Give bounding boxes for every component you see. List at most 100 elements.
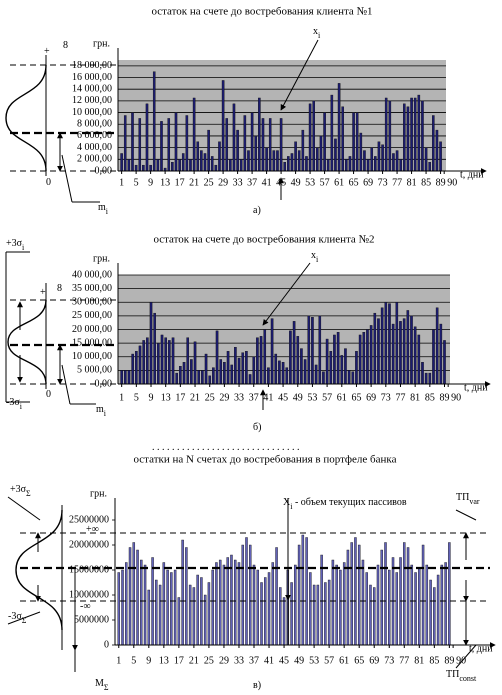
bar — [406, 310, 410, 385]
bar — [152, 71, 156, 172]
bar — [377, 141, 381, 172]
bar — [369, 325, 373, 385]
bar — [258, 97, 261, 172]
bar — [312, 584, 316, 646]
annotation: -∞ — [80, 601, 90, 612]
bar — [278, 360, 281, 385]
bar — [354, 537, 357, 646]
bar — [350, 542, 353, 646]
bar — [395, 150, 399, 172]
bar — [221, 80, 225, 172]
y-axis-label: грн. — [93, 38, 110, 49]
bar — [145, 103, 149, 172]
bar — [237, 562, 241, 646]
x-tick-label: 73 — [381, 392, 391, 403]
x-tick-label: 69 — [363, 177, 373, 188]
bar — [308, 103, 312, 172]
bar — [196, 141, 200, 172]
bar — [275, 547, 278, 646]
x-tick-label: 85 — [421, 177, 431, 188]
x-tick-label: 41 — [262, 177, 272, 188]
x-tick-label: 5 — [134, 392, 139, 403]
bar — [316, 584, 320, 646]
bar — [314, 364, 318, 385]
x-tick-label: 45 — [279, 655, 289, 666]
bar — [241, 352, 245, 385]
bar — [287, 156, 290, 172]
bar — [436, 574, 440, 646]
bar — [324, 582, 327, 646]
bar — [339, 569, 342, 646]
bar — [196, 574, 199, 646]
bar — [127, 370, 131, 385]
bar — [207, 129, 210, 172]
bar — [365, 572, 368, 646]
annotation-text: +∞ — [86, 524, 99, 535]
annotation-text: 8 — [57, 283, 62, 294]
bar — [131, 353, 134, 385]
x-tick-label: 53 — [305, 177, 315, 188]
annotation-subscript: Σ — [104, 683, 109, 692]
bar — [117, 572, 120, 646]
y-tick-label: 16 000,00 — [72, 72, 112, 83]
bar — [305, 156, 308, 172]
x-tick-label: 29 — [218, 177, 228, 188]
annotation: -3σi — [6, 397, 23, 411]
x-tick-label: 89 — [436, 177, 446, 188]
bar — [171, 162, 174, 172]
bar — [164, 337, 167, 385]
x-tick-label: 13 — [161, 392, 171, 403]
bar — [197, 370, 201, 385]
annotation: mi — [96, 404, 107, 418]
annotation: +3σi — [6, 238, 25, 252]
bar — [142, 340, 145, 385]
bar — [323, 112, 326, 172]
bar — [174, 112, 178, 172]
bar — [248, 374, 252, 385]
bar — [279, 118, 283, 172]
bar — [127, 159, 131, 172]
annotation: xi — [313, 26, 321, 40]
bar — [243, 115, 247, 172]
x-tick-label: 61 — [339, 655, 349, 666]
bar — [245, 537, 248, 646]
bar — [229, 159, 232, 172]
bar — [439, 323, 443, 385]
bar — [155, 579, 158, 646]
y-tick-label: 5000000 — [74, 614, 109, 625]
bar — [245, 351, 248, 385]
y-tick-label: 5 000,00 — [77, 365, 112, 376]
bar — [267, 367, 270, 385]
bar — [200, 150, 203, 172]
bar — [181, 153, 185, 172]
x-tick-label: 53 — [307, 392, 317, 403]
bar — [388, 100, 392, 172]
chart-title: остаток на счете до востребования клиент… — [151, 6, 372, 18]
x-tick-label: 5 — [131, 655, 136, 666]
x-tick-label: 85 — [425, 392, 435, 403]
bar — [417, 334, 421, 385]
bar — [177, 597, 181, 646]
bar — [336, 332, 340, 385]
bar — [433, 587, 436, 646]
bar — [120, 370, 123, 385]
annotation-text: а) — [253, 205, 261, 216]
bar — [252, 356, 256, 385]
bar — [134, 164, 138, 172]
bar — [312, 100, 316, 172]
bar — [285, 367, 289, 385]
annotation-text: ТП — [456, 492, 469, 503]
bar — [222, 564, 226, 646]
guide-line — [61, 154, 73, 203]
bar — [131, 112, 134, 172]
bar — [200, 577, 203, 646]
bar — [128, 547, 132, 646]
bar — [374, 156, 377, 172]
bar — [297, 544, 301, 646]
bar — [210, 156, 214, 172]
y-axis-label: грн. — [90, 488, 107, 499]
annotation-text: 0 — [46, 389, 51, 400]
bar — [384, 542, 387, 646]
bar — [279, 587, 282, 646]
y-tick-label: 10000000 — [69, 589, 109, 600]
